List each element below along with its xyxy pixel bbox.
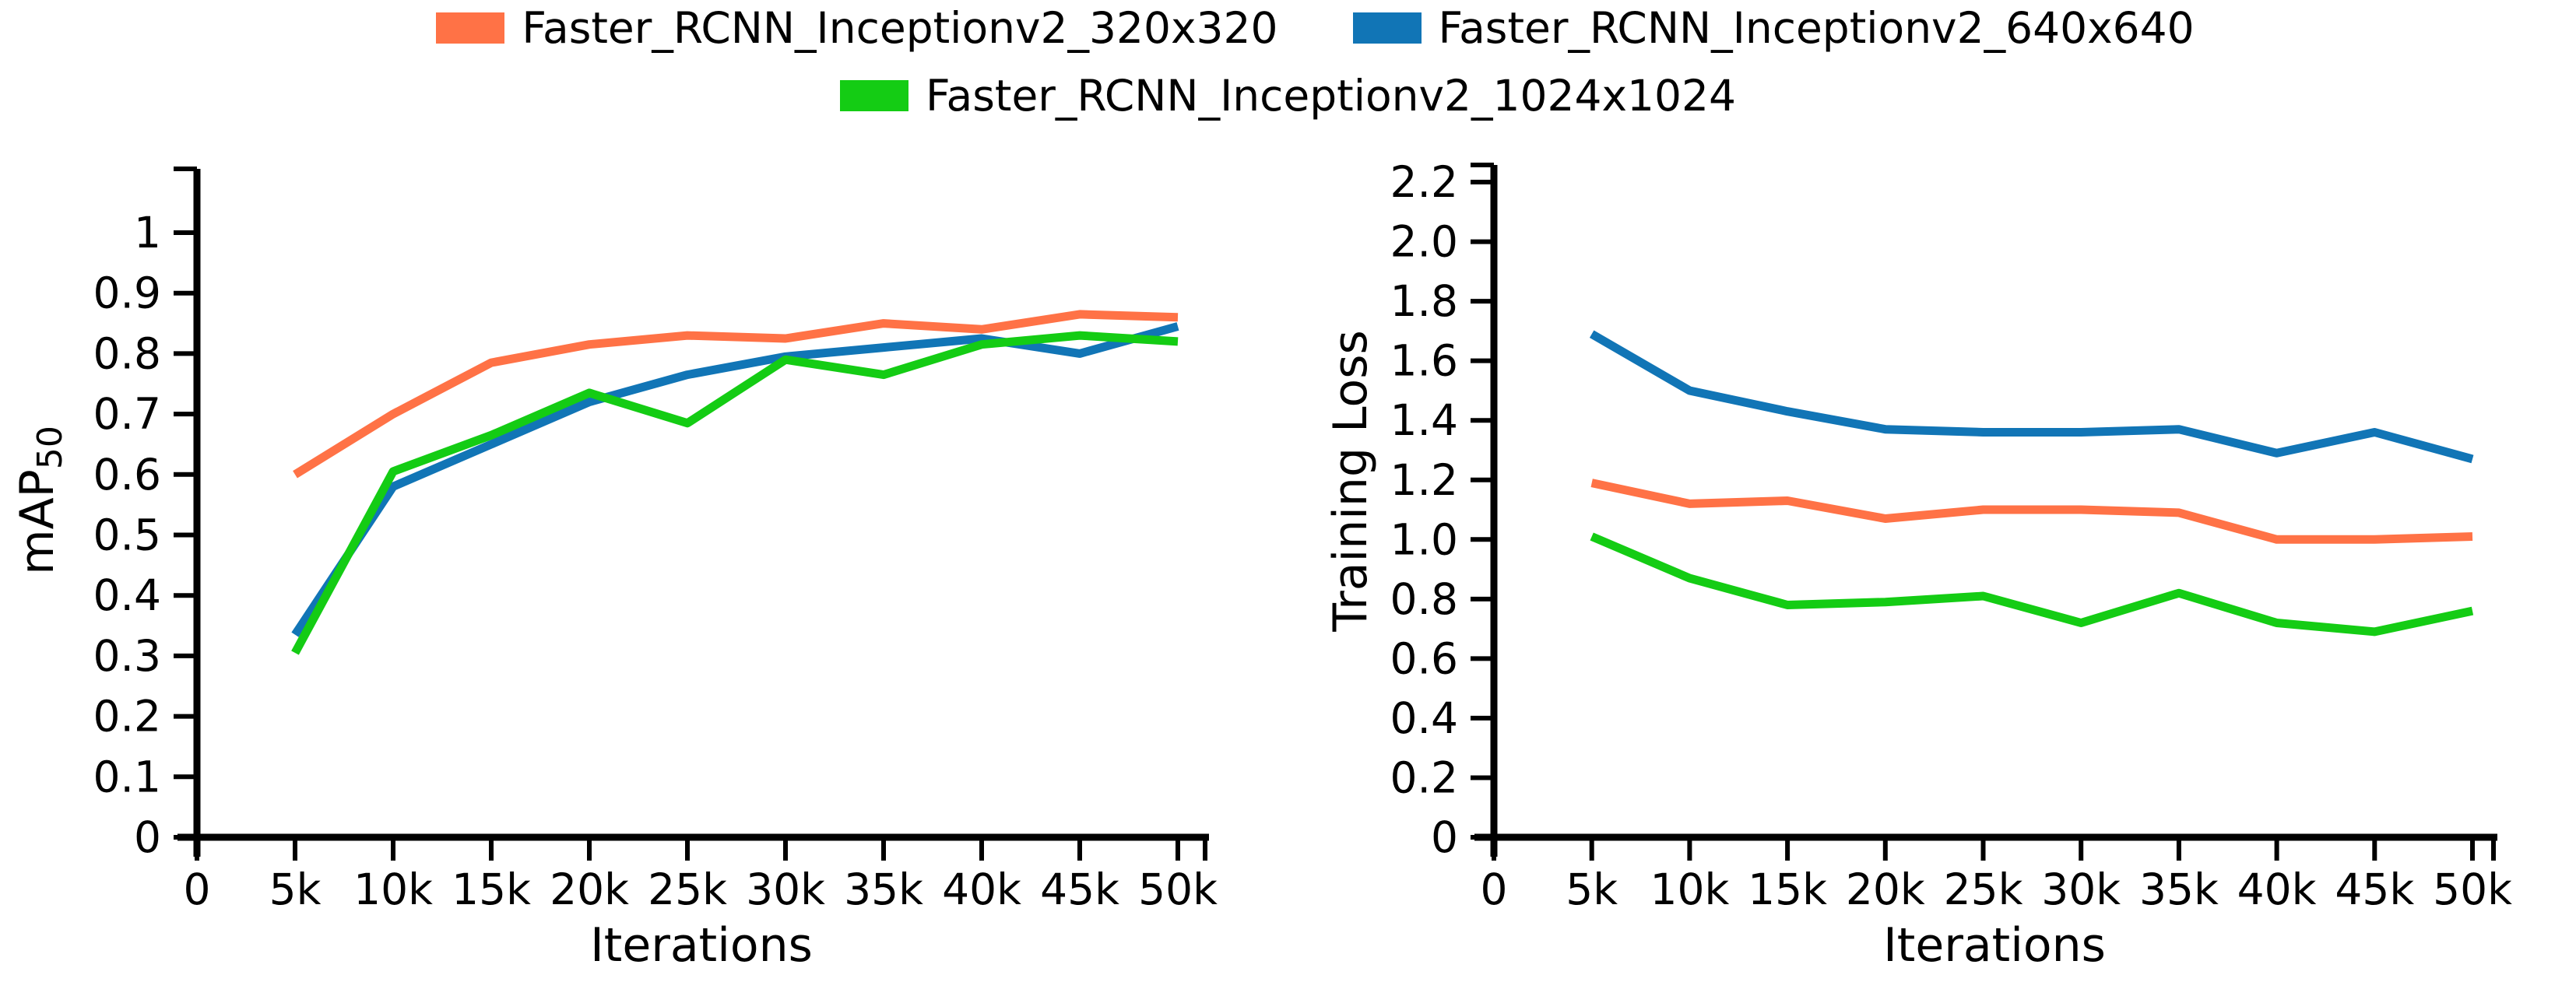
y-tick-label: 1 xyxy=(134,208,161,258)
x-tick-label: 20k xyxy=(1846,864,1925,914)
y-axis-label: mAP50 xyxy=(10,426,70,575)
series-line-Faster_RCNN_Inceptionv2_320x320 xyxy=(293,310,1179,479)
y-tick-label: 1.2 xyxy=(1390,455,1458,505)
legend-swatch-blue-icon xyxy=(1352,12,1422,44)
y-tick-label: 0.3 xyxy=(93,631,161,681)
x-tick-label: 35k xyxy=(844,864,923,914)
legend-row-1: Faster_RCNN_Inceptionv2_320x320 Faster_R… xyxy=(381,3,2195,53)
legend-item-640x640: Faster_RCNN_Inceptionv2_640x640 xyxy=(1352,3,2195,53)
x-tick-label: 10k xyxy=(353,864,433,914)
x-tick-label: 0 xyxy=(1481,864,1508,914)
x-tick-label: 30k xyxy=(2041,864,2121,914)
x-axis-label: Iterations xyxy=(1883,918,2106,973)
series-line-Faster_RCNN_Inceptionv2_1024x1024 xyxy=(291,331,1179,655)
x-tick-label: 10k xyxy=(1650,864,1729,914)
x-tick-label: 40k xyxy=(2237,864,2317,914)
y-tick-label: 0.8 xyxy=(93,328,161,378)
x-tick-label: 50k xyxy=(2433,864,2512,914)
legend-item-1024x1024: Faster_RCNN_Inceptionv2_1024x1024 xyxy=(839,70,1737,121)
y-tick-label: 0.2 xyxy=(93,692,161,742)
x-tick-label: 45k xyxy=(1040,864,1119,914)
legend-swatch-green-icon xyxy=(839,79,908,111)
series-line-Faster_RCNN_Inceptionv2_320x320 xyxy=(1590,479,2473,544)
x-tick-label: 15k xyxy=(452,864,531,914)
x-tick-label: 45k xyxy=(2335,864,2414,914)
y-tick-label: 0.7 xyxy=(93,389,161,439)
legend-swatch-orange-icon xyxy=(436,12,505,44)
y-tick-label: 2.2 xyxy=(1390,157,1458,207)
y-tick-label: 1.6 xyxy=(1390,336,1458,386)
x-tick-label: 20k xyxy=(550,864,629,914)
y-tick-label: 1.8 xyxy=(1390,276,1458,326)
y-tick-label: 0.8 xyxy=(1390,574,1458,624)
x-tick-label: 50k xyxy=(1138,864,1218,914)
y-tick-label: 0.6 xyxy=(1390,633,1458,683)
y-tick-label: 1.4 xyxy=(1390,395,1458,445)
map50-chart: 0 0.1 0.2 0.3 0.4 0.5 0.6 0.7 0.8 0.9 1 0 5k 10k 15k 20… xyxy=(10,167,1218,973)
x-tick-label: 15k xyxy=(1748,864,1827,914)
legend: Faster_RCNN_Inceptionv2_320x320 Faster_R… xyxy=(0,5,2576,119)
series-line-Faster_RCNN_Inceptionv2_1024x1024 xyxy=(1590,532,2474,637)
series-line-Faster_RCNN_Inceptionv2_640x640 xyxy=(291,322,1179,637)
y-tick-label: 0.4 xyxy=(93,570,161,620)
legend-label: Faster_RCNN_Inceptionv2_640x640 xyxy=(1438,3,2195,53)
x-tick-label: 25k xyxy=(1944,864,2023,914)
x-tick-label: 35k xyxy=(2139,864,2219,914)
y-axis-label: Training Loss xyxy=(1323,330,1378,632)
legend-row-2: Faster_RCNN_Inceptionv2_1024x1024 xyxy=(839,70,1737,121)
y-tick-label: 1.0 xyxy=(1390,514,1458,564)
y-tick-label: 0.4 xyxy=(1390,693,1458,743)
x-tick-label: 40k xyxy=(942,864,1021,914)
y-tick-label: 0.1 xyxy=(93,752,161,801)
x-tick-label: 25k xyxy=(648,864,727,914)
y-tick-label: 0.6 xyxy=(93,450,161,500)
y-tick-label: 0.2 xyxy=(1390,752,1458,802)
x-tick-label: 5k xyxy=(1566,864,1618,914)
x-tick-label: 30k xyxy=(746,864,825,914)
y-tick-label: 0 xyxy=(1431,812,1458,862)
x-tick-label: 0 xyxy=(184,864,211,914)
x-axis-label: Iterations xyxy=(590,918,813,973)
legend-item-320x320: Faster_RCNN_Inceptionv2_320x320 xyxy=(436,3,1278,53)
y-tick-label: 2.0 xyxy=(1390,217,1458,267)
legend-label: Faster_RCNN_Inceptionv2_1024x1024 xyxy=(925,70,1737,121)
y-tick-label: 0.9 xyxy=(93,268,161,318)
y-tick-label: 0 xyxy=(134,812,161,862)
legend-label: Faster_RCNN_Inceptionv2_320x320 xyxy=(522,3,1278,53)
x-tick-label: 5k xyxy=(269,864,322,914)
series-line-Faster_RCNN_Inceptionv2_640x640 xyxy=(1589,330,2474,464)
y-tick-label: 0.5 xyxy=(93,510,161,560)
training-loss-chart: 0 0.2 0.4 0.6 0.8 1.0 1.2 1.4 1.6 1.8 2.0 2.2 0 5k 10k… xyxy=(1323,157,2512,973)
